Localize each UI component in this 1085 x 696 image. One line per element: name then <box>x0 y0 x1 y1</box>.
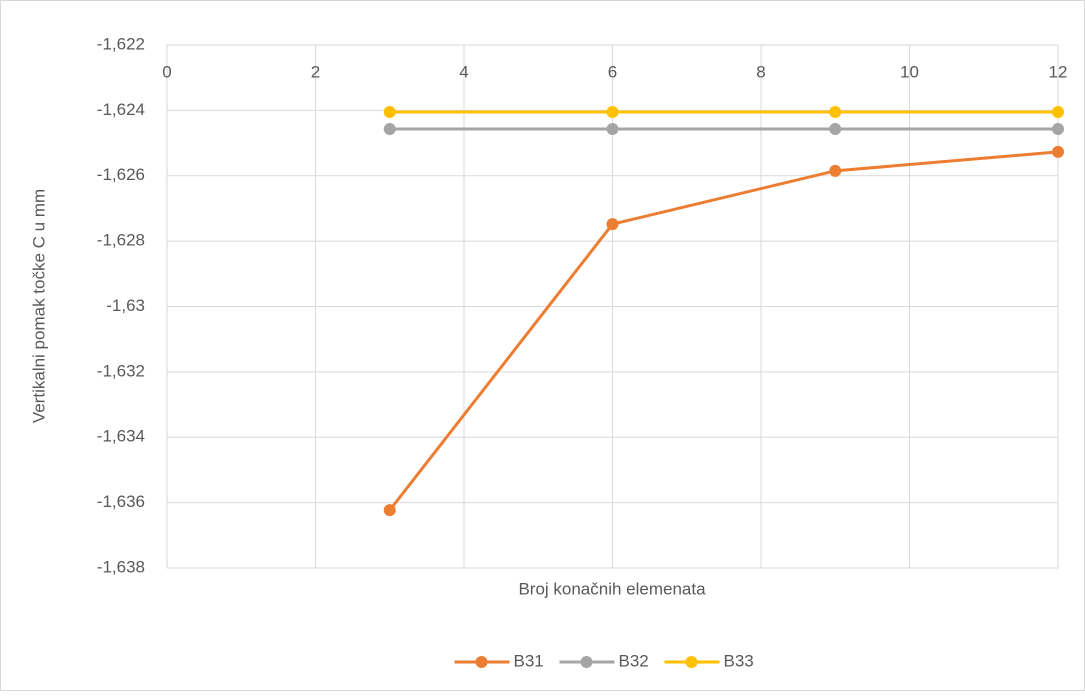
data-point <box>1052 106 1064 119</box>
x-tick-label: 6 <box>608 62 617 81</box>
legend-marker <box>685 656 698 668</box>
y-tick-label: -1,632 <box>97 361 145 380</box>
series-line <box>388 150 1059 512</box>
data-point <box>829 164 842 177</box>
data-point <box>383 106 396 119</box>
data-point <box>1052 145 1064 158</box>
y-tick-label: -1,628 <box>97 231 145 250</box>
legend-label: B32 <box>619 651 649 670</box>
y-tick-label: -1,622 <box>97 34 145 53</box>
legend-marker <box>475 656 488 668</box>
data-point <box>829 123 842 136</box>
x-tick-label: 4 <box>459 62 468 81</box>
y-tick-label: -1,624 <box>97 100 145 119</box>
x-tick-label: 8 <box>756 62 765 81</box>
x-axis-title: Broj konačnih elemenata <box>518 579 706 598</box>
data-point <box>829 106 842 119</box>
data-point <box>1052 123 1064 136</box>
y-tick-label: -1,634 <box>97 427 145 446</box>
data-point <box>606 123 619 136</box>
y-tick-label: -1,638 <box>97 557 145 576</box>
y-tick-label: -1,626 <box>97 165 145 184</box>
x-tick-label: 0 <box>162 62 171 81</box>
data-point <box>606 218 619 231</box>
y-tick-label: -1,63 <box>106 296 145 315</box>
data-point <box>383 123 396 136</box>
legend-label: B31 <box>514 651 544 670</box>
x-tick-label: 12 <box>1049 62 1068 81</box>
legend-marker <box>580 656 593 668</box>
x-tick-label: 10 <box>900 62 919 81</box>
data-point <box>383 504 396 517</box>
y-tick-label: -1,636 <box>97 492 145 511</box>
y-axis-title: Vertikalni pomak točke C u mm <box>29 189 48 423</box>
data-point <box>606 106 619 119</box>
legend-label: B33 <box>724 651 754 670</box>
x-tick-label: 2 <box>311 62 320 81</box>
